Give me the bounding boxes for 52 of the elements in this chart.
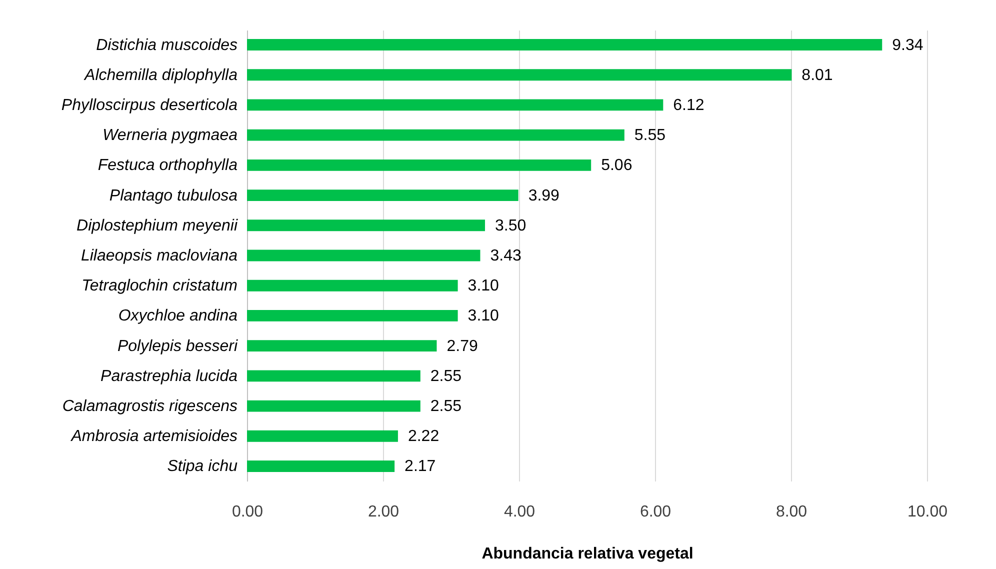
bar xyxy=(247,99,664,111)
y-tick-label: Lilaeopsis macloviana xyxy=(80,248,238,264)
x-tick-label: 2.00 xyxy=(368,504,400,520)
bar xyxy=(247,370,420,382)
bar xyxy=(247,39,882,50)
bar xyxy=(247,159,592,171)
y-tick-label: Werneria pygmaea xyxy=(102,127,238,144)
bar xyxy=(247,340,437,352)
bar xyxy=(247,220,485,232)
data-label: 6.12 xyxy=(673,96,704,114)
bar xyxy=(247,280,458,292)
data-label: 8.01 xyxy=(802,66,833,84)
x-tick-label: 10.00 xyxy=(907,504,948,520)
bar xyxy=(247,69,792,81)
bar xyxy=(247,400,420,412)
y-tick-label: Oxychloe andina xyxy=(118,308,238,325)
data-label: 3.99 xyxy=(528,187,560,204)
bar xyxy=(247,190,518,202)
data-label: 2.79 xyxy=(446,338,478,355)
y-tick-label: Parastrephia lucida xyxy=(100,368,238,385)
bar xyxy=(247,250,480,262)
y-tick-label: Festuca orthophylla xyxy=(98,157,238,174)
y-tick-label: Tetraglochin cristatum xyxy=(82,278,238,295)
data-label: 9.34 xyxy=(892,36,924,54)
data-label: 3.10 xyxy=(468,278,500,295)
x-axis-title: Abundancia relativa vegetal xyxy=(482,546,694,562)
data-label: 3.43 xyxy=(490,248,522,264)
bar xyxy=(247,430,398,442)
x-tick-label: 0.00 xyxy=(232,504,264,520)
y-tick-label: Ambrosia artemisioides xyxy=(70,428,238,446)
x-tick-label: 4.00 xyxy=(504,504,536,520)
y-tick-label: Diplostephium meyenii xyxy=(76,217,238,234)
data-label: 5.55 xyxy=(634,127,666,144)
data-label: 5.06 xyxy=(601,157,632,174)
y-tick-label: Polylepis besseri xyxy=(117,338,238,355)
bar xyxy=(247,129,624,141)
y-tick-label: Phylloscirpus deserticola xyxy=(61,96,238,114)
bar xyxy=(247,460,395,472)
x-tick-label: 8.00 xyxy=(776,504,808,520)
data-label: 2.17 xyxy=(404,458,436,476)
data-label: 3.50 xyxy=(495,217,526,234)
data-label: 2.22 xyxy=(408,428,440,446)
y-tick-label: Calamagrostis rigescens xyxy=(62,398,238,416)
data-label: 2.55 xyxy=(430,368,462,385)
bar xyxy=(247,310,458,322)
x-tick-label: 6.00 xyxy=(640,504,672,520)
y-tick-label: Alchemilla diplophylla xyxy=(84,66,238,84)
data-label: 3.10 xyxy=(468,308,500,325)
y-tick-label: Plantago tubulosa xyxy=(109,187,238,204)
data-label: 2.55 xyxy=(430,398,462,416)
y-tick-label: Distichia muscoides xyxy=(96,36,238,54)
y-tick-label: Stipa ichu xyxy=(167,458,238,476)
